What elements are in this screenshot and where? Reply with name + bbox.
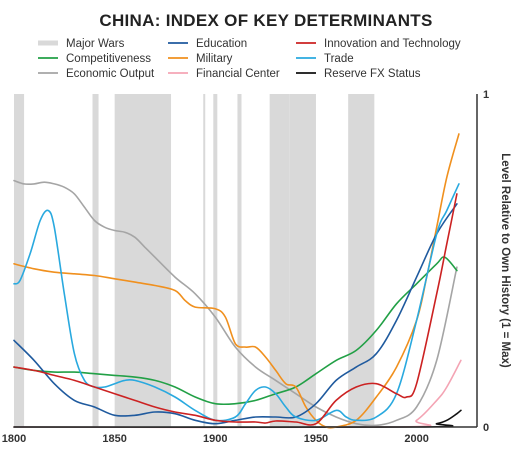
x-tick-label: 1850: [102, 433, 126, 445]
war-band: [114, 94, 172, 427]
war-band: [203, 94, 206, 427]
legend-label: Innovation and Technology: [324, 38, 461, 50]
legend-label: Financial Center: [196, 68, 280, 80]
legend-label: Military: [196, 53, 233, 65]
legend-label: Economic Output: [66, 68, 155, 80]
legend-label: Reserve FX Status: [324, 68, 421, 80]
series-line-innovation-and-technology: [13, 193, 458, 426]
chart-title: CHINA: INDEX OF KEY DETERMINANTS: [99, 11, 432, 30]
x-tick-label: 1800: [2, 433, 26, 445]
legend-item-financial-center: Financial Center: [168, 68, 280, 80]
war-band: [269, 94, 290, 427]
y-axis-label: Level Relative to Own History (1 = Max): [499, 153, 511, 368]
series-line-military: [13, 133, 460, 429]
legend-item-economic-output: Economic Output: [38, 68, 155, 80]
x-tick-label: 2000: [404, 433, 428, 445]
war-band: [213, 94, 218, 427]
series-line-education: [13, 203, 458, 425]
legend: Major Wars Education Innovation and Techno…: [38, 38, 461, 80]
war-band: [14, 94, 25, 427]
legend-label: Education: [196, 38, 247, 50]
legend-item-education: Education: [168, 38, 247, 50]
legend-item-major-wars: Major Wars: [38, 38, 125, 50]
x-tick-label: 1900: [203, 433, 227, 445]
war-band: [289, 94, 316, 427]
y-tick-label: 0: [483, 422, 489, 434]
major-wars-bands: [14, 94, 375, 427]
y-tick-labels: 01: [483, 89, 489, 434]
legend-label: Competitiveness: [66, 53, 151, 65]
legend-item-trade: Trade: [296, 53, 354, 65]
legend-item-reserve-fx-status: Reserve FX Status: [296, 68, 421, 80]
x-tick-label: 1950: [304, 433, 328, 445]
series-line-economic-output: [13, 179, 458, 427]
war-band: [237, 94, 242, 427]
war-band: [92, 94, 99, 427]
legend-label: Trade: [324, 53, 354, 65]
legend-label: Major Wars: [66, 38, 125, 50]
war-band: [348, 94, 375, 427]
legend-item-military: Military: [168, 53, 233, 65]
series-line-trade: [13, 183, 460, 422]
y-tick-label: 1: [483, 89, 489, 101]
x-tick-labels: 1800 1850 1900 1950 2000: [2, 433, 429, 445]
legend-item-innovation-and-technology: Innovation and Technology: [296, 38, 461, 50]
legend-item-competitiveness: Competitiveness: [38, 53, 151, 65]
